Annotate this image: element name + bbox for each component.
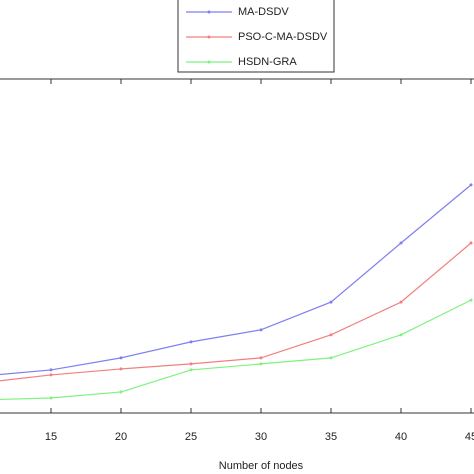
x-axis-label: Number of nodes bbox=[219, 460, 304, 472]
series-line bbox=[0, 184, 472, 376]
point-marker bbox=[119, 367, 123, 371]
x-tick-label: 35 bbox=[325, 431, 337, 443]
legend-label: HSDN-GRA bbox=[238, 56, 297, 68]
series-line bbox=[0, 299, 472, 401]
point-marker bbox=[469, 298, 473, 302]
point-marker bbox=[49, 368, 53, 372]
point-marker bbox=[469, 183, 473, 187]
legend-marker bbox=[207, 35, 211, 39]
x-tick-label: 45 bbox=[465, 431, 474, 443]
point-marker bbox=[119, 390, 123, 394]
legend-label: MA-DSDV bbox=[238, 6, 289, 18]
point-marker bbox=[49, 396, 53, 400]
series-line bbox=[0, 242, 472, 382]
point-marker bbox=[329, 333, 333, 337]
point-marker bbox=[49, 373, 53, 377]
point-marker bbox=[329, 356, 333, 360]
point-marker bbox=[329, 300, 333, 304]
point-marker bbox=[119, 356, 123, 360]
point-marker bbox=[259, 362, 263, 366]
point-marker bbox=[469, 241, 473, 245]
point-marker bbox=[189, 340, 193, 344]
point-marker bbox=[399, 300, 403, 304]
legend-label: PSO-C-MA-DSDV bbox=[238, 31, 328, 43]
point-marker bbox=[399, 241, 403, 245]
x-tick-label: 40 bbox=[395, 431, 407, 443]
x-tick-label: 20 bbox=[115, 431, 127, 443]
point-marker bbox=[399, 333, 403, 337]
point-marker bbox=[189, 368, 193, 372]
x-tick-label: 30 bbox=[255, 431, 267, 443]
legend-marker bbox=[207, 60, 211, 64]
point-marker bbox=[189, 362, 193, 366]
x-tick-label: 15 bbox=[45, 431, 57, 443]
point-marker bbox=[259, 328, 263, 332]
legend-marker bbox=[207, 10, 211, 14]
x-tick-label: 25 bbox=[185, 431, 197, 443]
point-marker bbox=[259, 356, 263, 360]
